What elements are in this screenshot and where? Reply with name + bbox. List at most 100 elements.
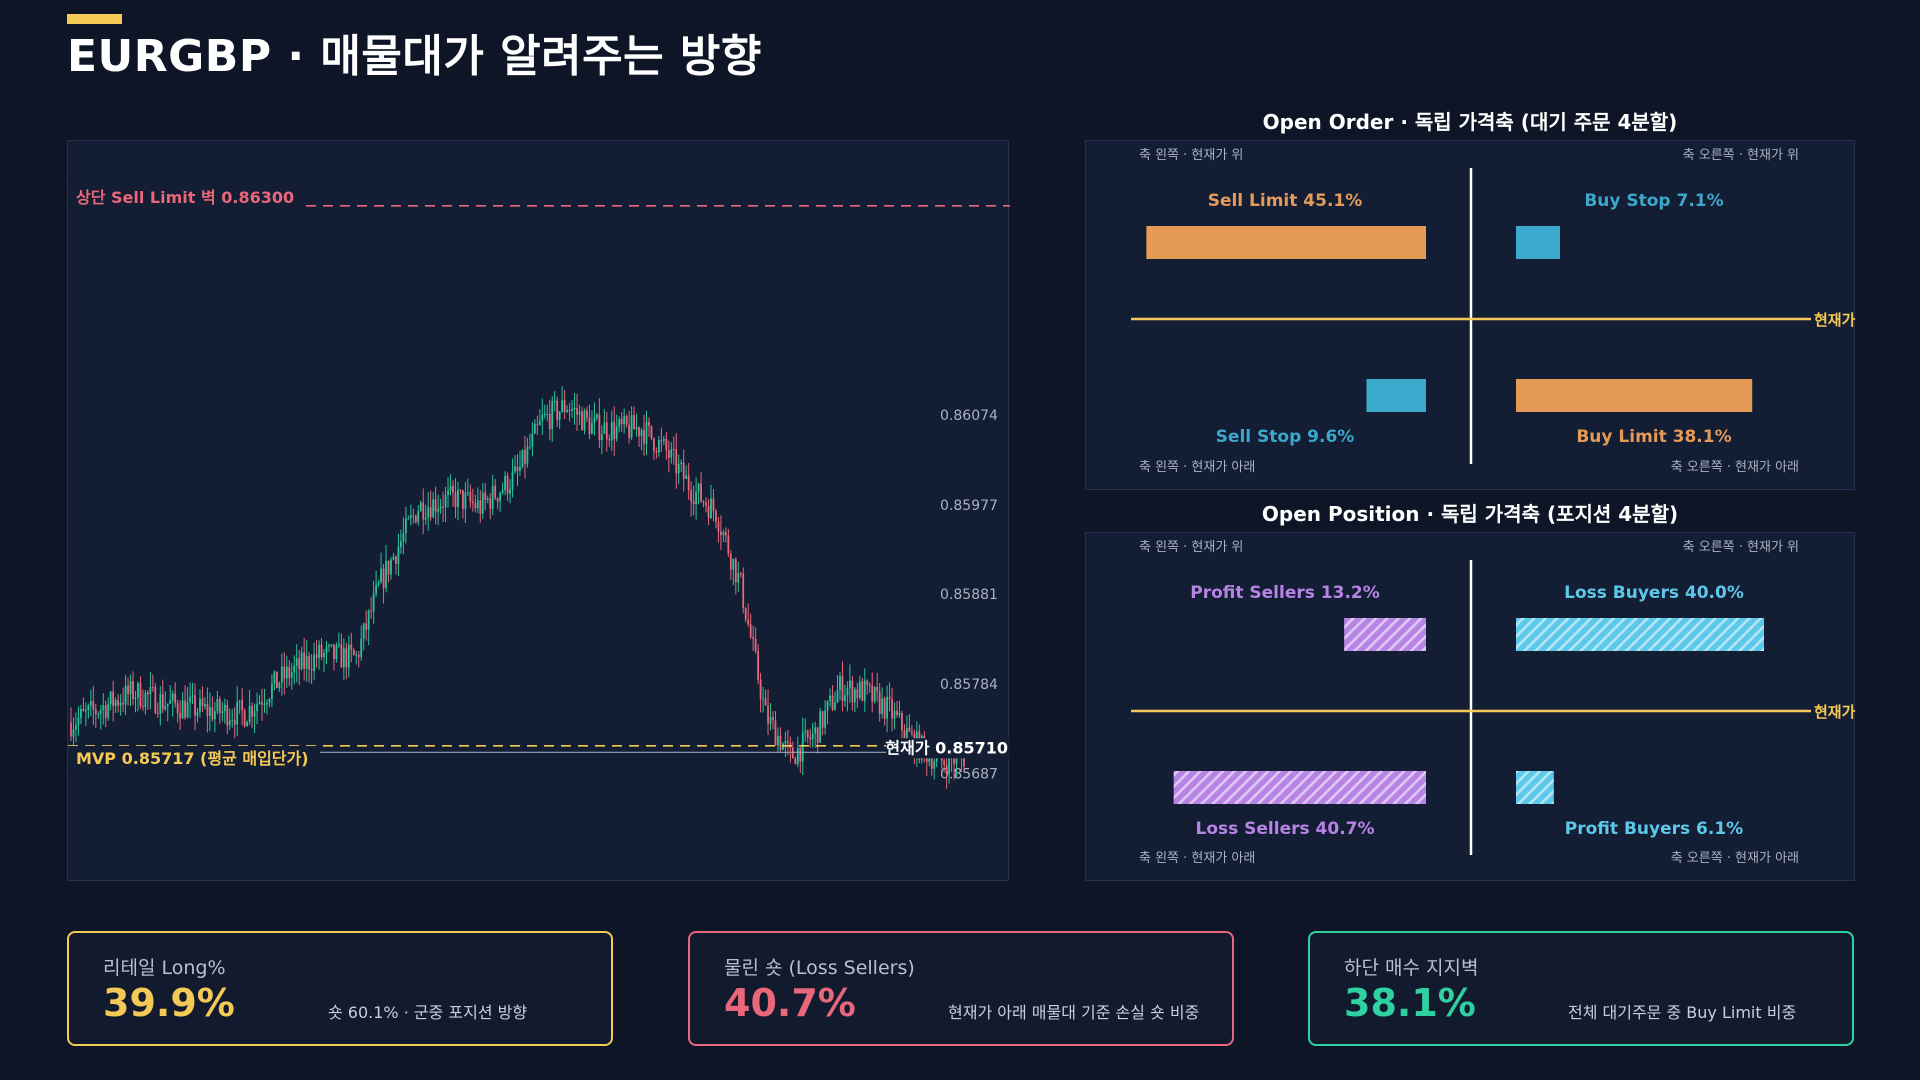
candle-body bbox=[903, 730, 906, 738]
bar-loss-sellers bbox=[1173, 771, 1426, 804]
candle-body bbox=[454, 492, 457, 507]
candle-body bbox=[271, 683, 273, 700]
candle-body bbox=[871, 685, 874, 702]
candle-body bbox=[672, 448, 675, 450]
candle-body bbox=[853, 689, 856, 703]
bar-buy-stop bbox=[1516, 226, 1561, 259]
candle-body bbox=[444, 495, 447, 508]
candle-body bbox=[392, 556, 395, 560]
candle-body bbox=[404, 518, 407, 534]
candle-body bbox=[648, 421, 650, 426]
candle-body bbox=[94, 709, 97, 715]
candle-body bbox=[427, 507, 430, 518]
candle-body bbox=[759, 679, 762, 700]
candle-body bbox=[288, 666, 291, 678]
candle-body bbox=[164, 706, 167, 710]
candle-body bbox=[457, 489, 459, 507]
candle-body bbox=[861, 681, 864, 701]
candle-body bbox=[377, 582, 380, 586]
candle-body bbox=[804, 730, 807, 733]
candle-body bbox=[308, 656, 311, 670]
candle-body bbox=[650, 425, 653, 439]
candle-body bbox=[774, 720, 777, 746]
candle-body bbox=[846, 688, 849, 696]
candle-body bbox=[891, 699, 893, 719]
candle-body bbox=[159, 694, 162, 714]
candle-body bbox=[551, 401, 554, 430]
candle-body bbox=[883, 698, 886, 719]
candle-body bbox=[266, 702, 268, 705]
current-price-label: 현재가 0.85710 bbox=[885, 738, 1008, 757]
candle-body bbox=[511, 471, 514, 490]
candle-body bbox=[692, 501, 695, 505]
candle-body bbox=[908, 727, 911, 732]
candle-body bbox=[529, 446, 531, 448]
candle-body bbox=[241, 700, 244, 711]
candle-body bbox=[593, 417, 596, 423]
candle-body bbox=[315, 654, 318, 659]
candle-body bbox=[697, 483, 700, 492]
candle-body bbox=[82, 708, 85, 711]
candle-body bbox=[437, 508, 440, 512]
candle-body bbox=[705, 502, 707, 506]
candle-body bbox=[514, 466, 516, 472]
candle-body bbox=[581, 411, 583, 431]
candle-body bbox=[476, 500, 479, 509]
quadrant-label-bottom-right: 축 오른쪽 · 현재가 아래 bbox=[1671, 851, 1799, 866]
candle-body bbox=[313, 654, 315, 671]
open-order-title: Open Order · 독립 가격축 (대기 주문 4분할) bbox=[1262, 110, 1678, 134]
candle-body bbox=[806, 730, 809, 738]
candle-body bbox=[749, 624, 752, 638]
candle-body bbox=[720, 531, 722, 536]
candle-body bbox=[305, 656, 308, 669]
candle-body bbox=[866, 680, 869, 685]
candle-body bbox=[280, 666, 283, 683]
candle-body bbox=[809, 737, 812, 740]
mvp-label-bg bbox=[68, 745, 320, 770]
candle-body bbox=[613, 421, 616, 440]
candle-body bbox=[414, 515, 417, 523]
candle-body bbox=[724, 532, 727, 536]
candle-body bbox=[278, 682, 281, 689]
candle-body bbox=[623, 415, 626, 425]
card-label: 리테일 Long% bbox=[103, 957, 226, 979]
candle-body bbox=[878, 691, 881, 714]
candle-body bbox=[963, 756, 965, 767]
candle-body bbox=[722, 532, 725, 536]
candle-body bbox=[635, 427, 638, 430]
candle-body bbox=[839, 676, 841, 691]
candle-body bbox=[643, 429, 645, 444]
candle-body bbox=[484, 492, 487, 500]
candle-body bbox=[519, 466, 521, 472]
candle-body bbox=[462, 490, 464, 509]
candle-body bbox=[605, 422, 608, 440]
candle-body bbox=[868, 684, 871, 686]
candle-body bbox=[948, 752, 951, 774]
y-tick-label: 0.85784 bbox=[940, 677, 998, 693]
candle-body bbox=[256, 703, 258, 712]
candle-body bbox=[156, 712, 159, 714]
bar-label-loss-buyers: Loss Buyers 40.0% bbox=[1564, 583, 1744, 603]
candle-body bbox=[117, 700, 120, 706]
candle-body bbox=[829, 695, 831, 701]
candle-body bbox=[662, 438, 665, 441]
candle-body bbox=[568, 410, 571, 412]
candle-body bbox=[819, 711, 822, 743]
candle-body bbox=[407, 518, 410, 520]
candle-body bbox=[501, 490, 504, 494]
candle-body bbox=[685, 475, 688, 479]
candle-body bbox=[491, 485, 494, 509]
candle-body bbox=[370, 610, 373, 612]
candle-body bbox=[943, 760, 946, 765]
candle-body bbox=[794, 758, 797, 764]
candle-body bbox=[886, 696, 889, 719]
candle-body bbox=[201, 698, 204, 707]
candle-body bbox=[901, 712, 903, 731]
card-value: 38.1% bbox=[1344, 981, 1476, 1025]
sell-limit-wall-label-bg bbox=[68, 183, 300, 208]
candle-body bbox=[548, 413, 551, 430]
candle-body bbox=[400, 541, 402, 548]
candle-body bbox=[772, 717, 774, 721]
candle-body bbox=[283, 666, 286, 679]
candle-body bbox=[434, 499, 437, 512]
